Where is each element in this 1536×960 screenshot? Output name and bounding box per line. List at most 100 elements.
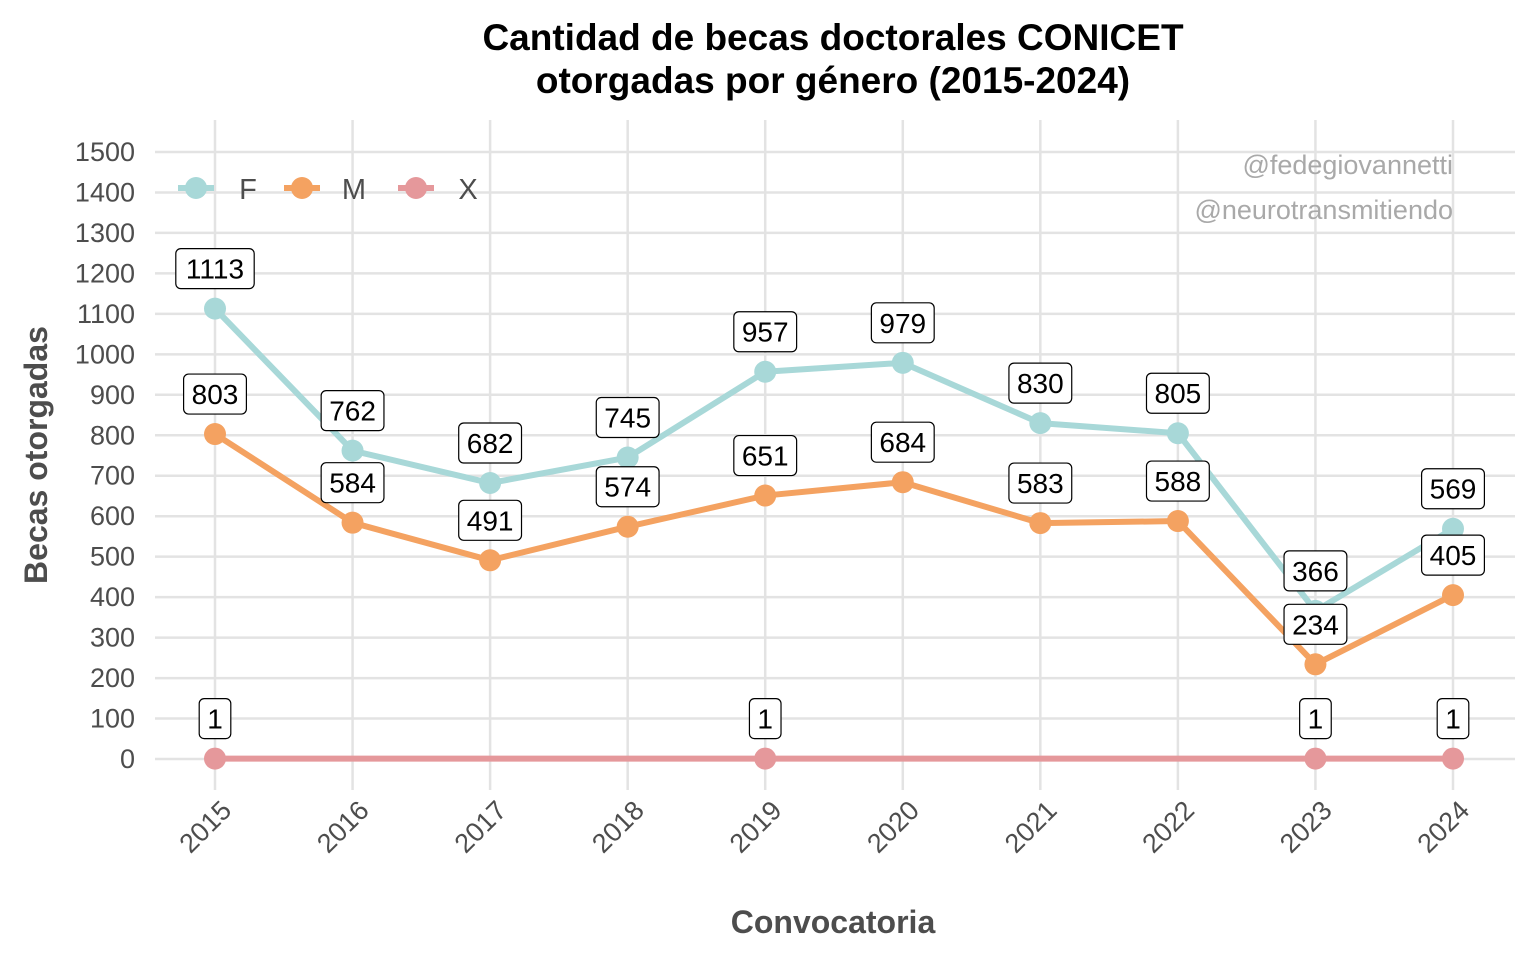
data-label-text: 745 (604, 403, 651, 434)
y-tick-label: 1200 (75, 258, 135, 288)
x-tick-label: 2017 (449, 795, 513, 859)
data-label-text: 684 (879, 427, 926, 458)
data-label-box (458, 422, 523, 464)
data-label-box (748, 697, 782, 740)
data-point-F (341, 439, 364, 462)
data-label-box (733, 311, 798, 353)
data-label-box (1145, 372, 1210, 414)
chart-title-line-1: Cantidad de becas doctorales CONICET (482, 17, 1184, 58)
y-tick-label: 300 (90, 623, 135, 653)
legend-item-F: F (178, 174, 257, 206)
data-point-F (891, 351, 914, 374)
data-label-M: 803 (183, 373, 248, 415)
y-tick-label: 0 (120, 744, 135, 774)
data-label-M: 651 (733, 434, 798, 477)
data-label-F: 830 (1008, 362, 1073, 404)
data-point-X (204, 747, 226, 770)
data-label-F: 569 (1420, 468, 1485, 510)
watermark-2: @neurotransmitiendo (1194, 195, 1453, 225)
y-tick-label: 900 (90, 380, 135, 410)
data-point-X (754, 747, 777, 770)
data-label-text: 1 (757, 704, 773, 735)
data-point-F (1029, 412, 1052, 435)
data-label-box (1420, 534, 1485, 576)
data-label-text: 569 (1430, 474, 1477, 505)
data-label-X: 1 (1436, 697, 1470, 740)
data-label-box (1299, 697, 1332, 740)
data-label-text: 583 (1017, 468, 1064, 499)
data-point-X (1442, 747, 1464, 770)
data-label-M: 491 (458, 499, 523, 541)
data-label-text: 979 (879, 308, 926, 339)
data-label-box (320, 390, 385, 432)
data-label-box (595, 466, 660, 508)
chart-title-line-2: otorgadas por género (2015-2024) (536, 60, 1130, 101)
legend-label: M (342, 174, 366, 206)
data-label-text: 491 (467, 505, 514, 536)
data-point-M (1442, 584, 1464, 607)
data-labels: 1113 762 682 745 957 979 830 805 366 569 803 584 491… (175, 248, 1485, 740)
data-label-F: 366 (1283, 550, 1348, 592)
data-label-F: 762 (320, 390, 385, 432)
data-point-F (1442, 517, 1464, 540)
data-point-F (204, 297, 226, 320)
data-label-text: 588 (1155, 466, 1202, 497)
data-label-M: 588 (1145, 460, 1210, 502)
data-label-box (595, 396, 660, 439)
data-label-text: 584 (329, 468, 376, 499)
y-tick-label: 600 (90, 501, 135, 531)
y-axis-title: Becas otorgadas (18, 326, 54, 584)
data-label-box (175, 248, 255, 290)
data-label-text: 1 (1308, 704, 1324, 735)
data-label-box (320, 462, 385, 504)
data-label-text: 957 (742, 317, 789, 348)
data-label-F: 979 (870, 302, 935, 344)
data-label-M: 405 (1420, 534, 1485, 576)
data-label-box (183, 373, 248, 415)
data-label-M: 234 (1283, 603, 1348, 645)
watermark-1: @fedegiovannetti (1242, 150, 1453, 180)
data-point-M (891, 471, 914, 494)
data-label-X: 1 (748, 697, 782, 740)
y-tick-label: 1000 (75, 339, 135, 369)
x-axis-title: Convocatoria (731, 904, 936, 940)
data-label-F: 805 (1145, 372, 1210, 414)
data-label-F: 957 (733, 311, 798, 353)
y-tick-label: 700 (90, 461, 135, 491)
data-label-box (198, 697, 232, 740)
data-label-box (870, 421, 935, 463)
data-point-M (479, 549, 502, 572)
y-tick-label: 100 (90, 704, 135, 734)
y-tick-label: 500 (90, 542, 135, 572)
data-label-box (870, 302, 935, 344)
legend-item-M: M (284, 174, 366, 206)
series-line-F (212, 306, 1455, 614)
data-label-M: 574 (595, 466, 660, 508)
y-tick-label: 400 (90, 582, 135, 612)
data-label-box (458, 499, 523, 541)
x-tick-label: 2024 (1412, 795, 1476, 859)
data-label-F: 1113 (175, 248, 255, 290)
data-label-text: 1 (207, 704, 223, 735)
legend-label: X (458, 174, 477, 206)
x-tick-label: 2018 (586, 795, 650, 859)
data-label-text: 234 (1292, 609, 1339, 640)
y-tick-label: 800 (90, 420, 135, 450)
legend-point-key (405, 177, 427, 199)
data-label-M: 584 (320, 462, 385, 504)
data-label-text: 830 (1017, 368, 1064, 399)
data-point-X (1304, 747, 1327, 770)
x-tick-label: 2019 (724, 795, 788, 859)
y-tick-label: 1400 (75, 177, 135, 207)
data-label-X: 1 (1299, 697, 1332, 740)
data-label-text: 803 (192, 379, 239, 410)
data-label-F: 682 (458, 422, 523, 464)
data-point-F (479, 472, 502, 495)
data-label-text: 805 (1155, 378, 1202, 409)
data-label-box (733, 434, 798, 477)
data-label-text: 651 (742, 441, 789, 472)
data-label-M: 684 (870, 421, 935, 463)
data-label-text: 1 (1445, 704, 1461, 735)
data-label-text: 682 (467, 428, 514, 459)
